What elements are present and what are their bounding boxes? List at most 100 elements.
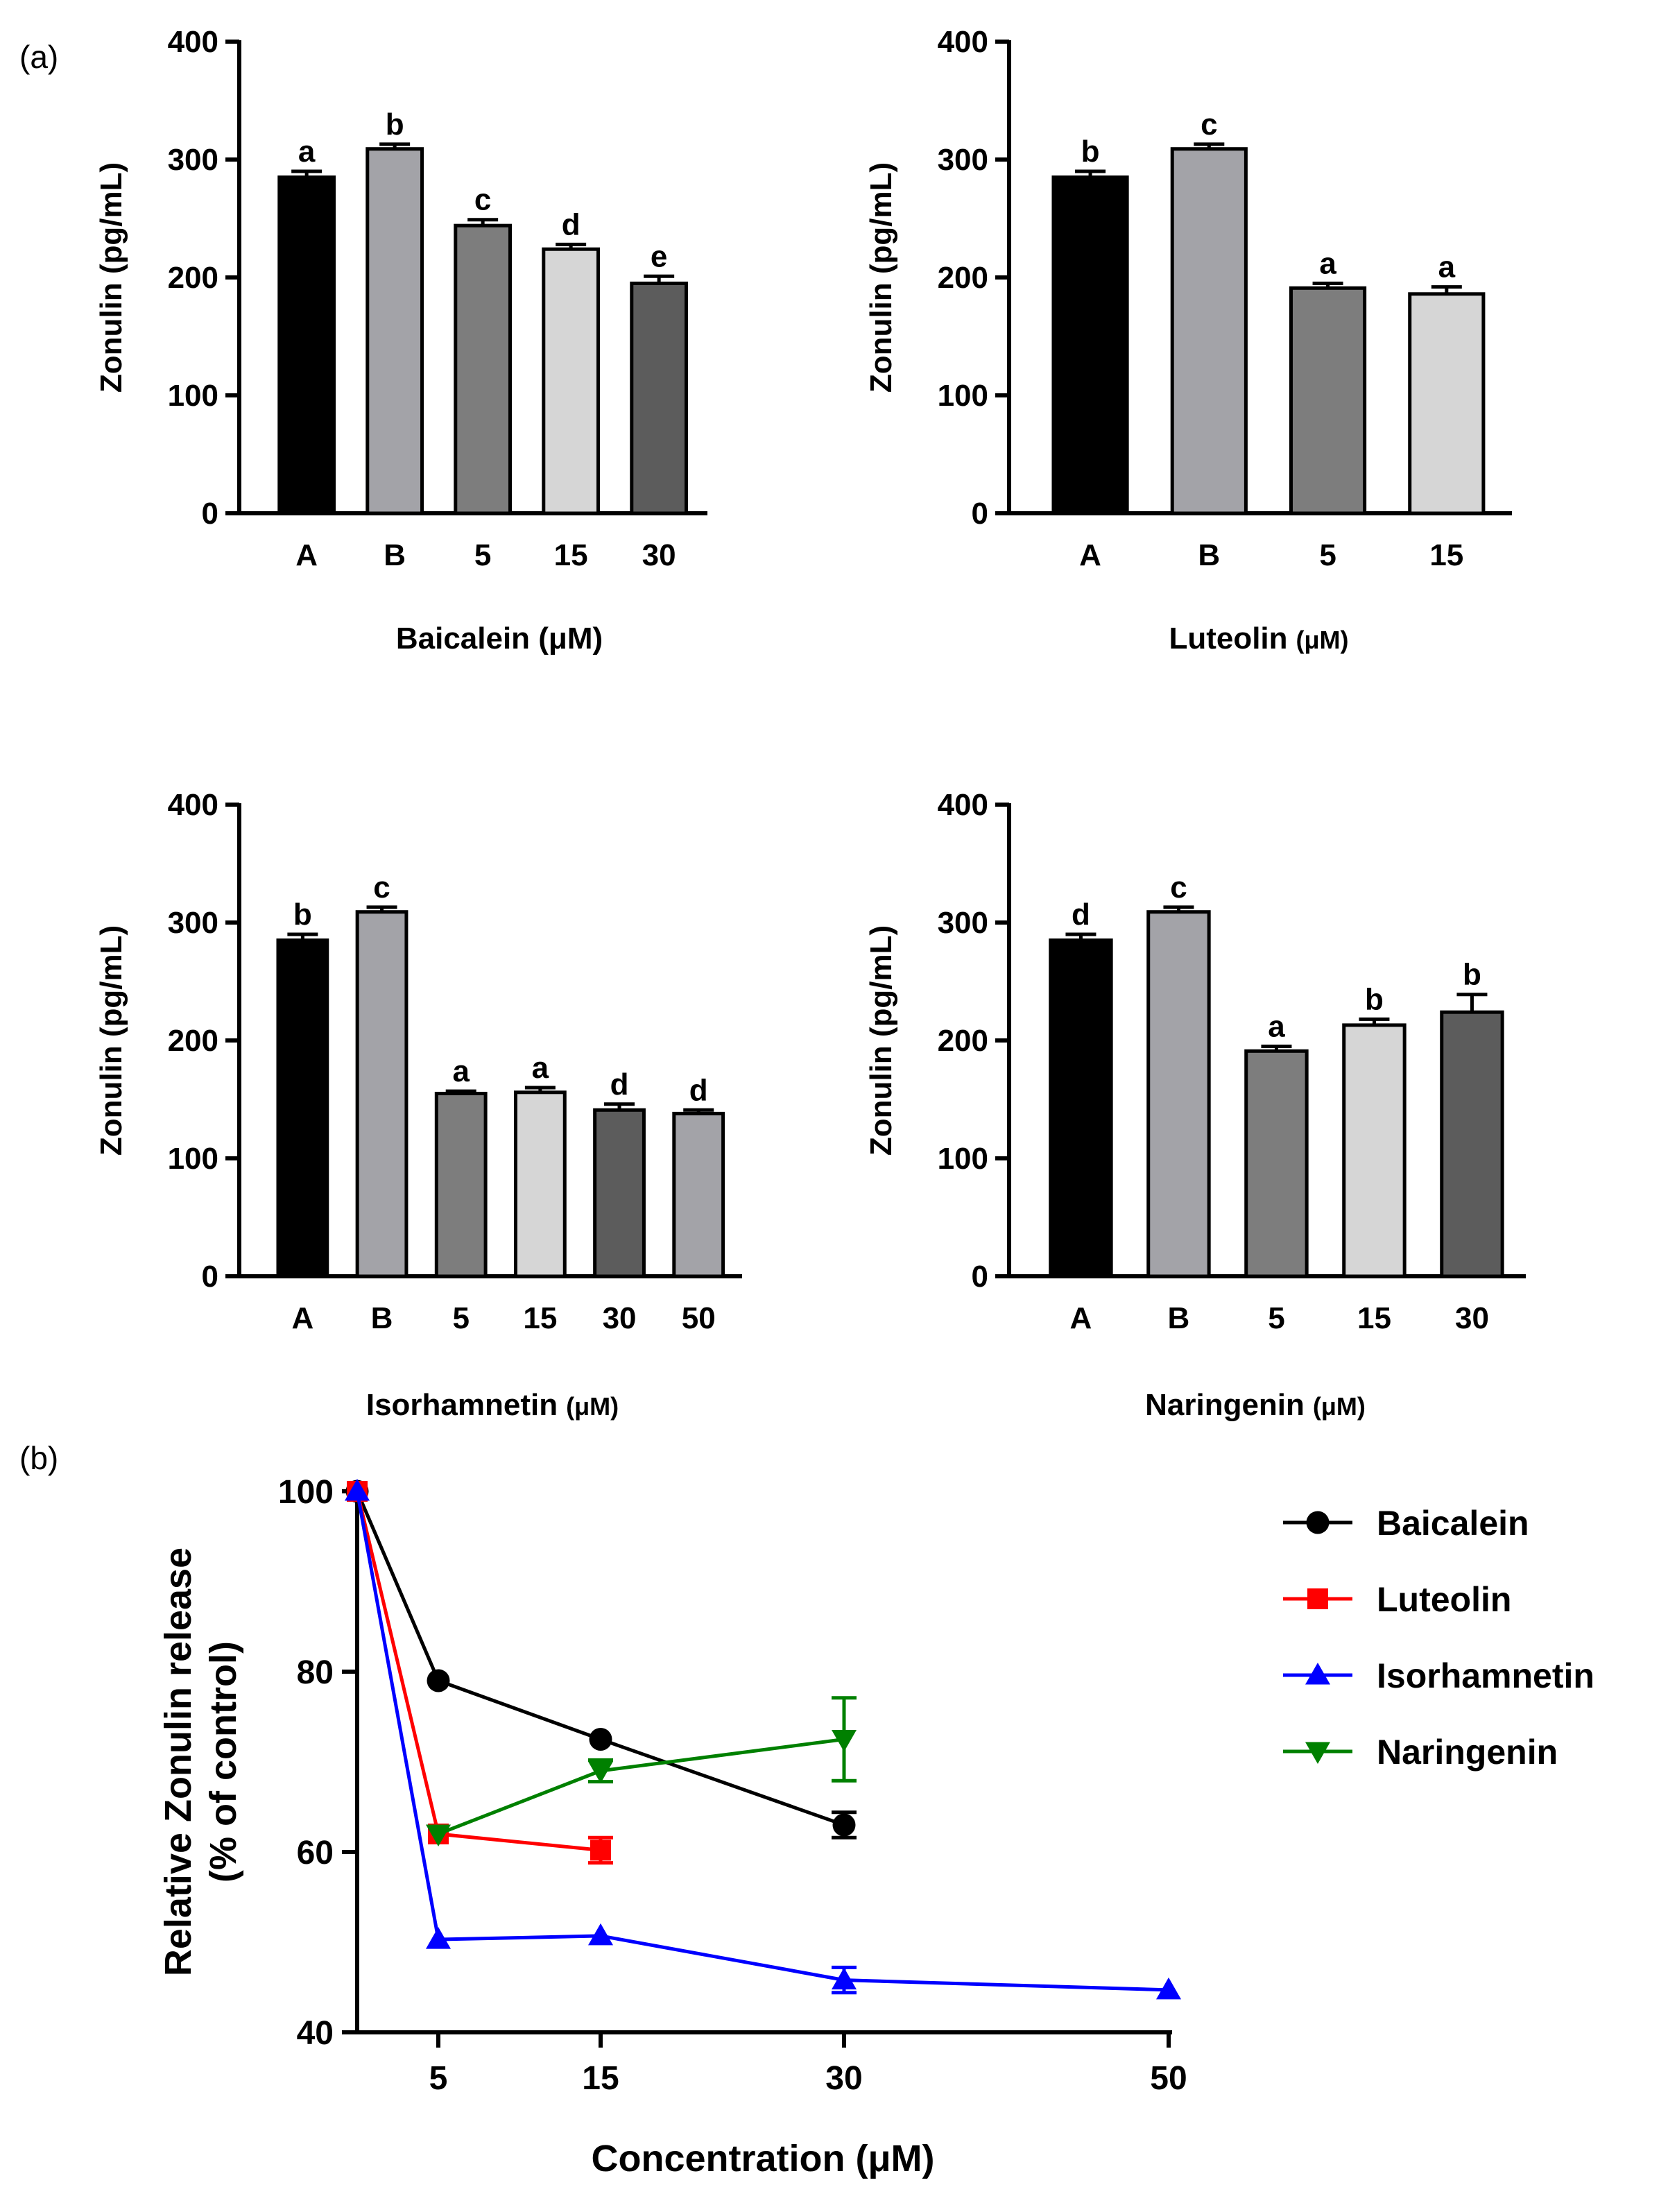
data-point-marker bbox=[427, 1669, 450, 1692]
legend-item-luteolin: Luteolin bbox=[1283, 1580, 1511, 1619]
data-point-marker bbox=[426, 1824, 451, 1846]
x-tick-label: 30 bbox=[825, 2060, 862, 2097]
bar bbox=[630, 282, 689, 515]
y-tick-label: 300 bbox=[938, 143, 988, 177]
x-axis-title-name: Baicalein (μM) bbox=[396, 621, 603, 655]
significance-label: c bbox=[373, 871, 390, 904]
y-tick-label: 400 bbox=[938, 25, 988, 59]
x-axis-title-unit: (μM) bbox=[1296, 626, 1349, 654]
series-luteolin bbox=[347, 1481, 613, 1865]
significance-label: c bbox=[1201, 108, 1217, 142]
series-line bbox=[355, 1491, 845, 1827]
series-naringenin bbox=[426, 1696, 857, 1846]
significance-label: b bbox=[386, 108, 404, 142]
y-tick-label: 0 bbox=[972, 497, 988, 531]
legend-item-naringenin: Naringenin bbox=[1283, 1733, 1558, 1772]
significance-label: d bbox=[562, 207, 580, 241]
x-axis-title: Naringenin (μM) bbox=[1145, 1388, 1366, 1422]
significance-label: a bbox=[452, 1054, 470, 1088]
x-tick-label: 30 bbox=[1455, 1301, 1489, 1335]
x-tick-label: 5 bbox=[429, 2060, 448, 2097]
legend-item-baicalein: Baicalein bbox=[1283, 1504, 1529, 1543]
significance-label: d bbox=[1072, 898, 1090, 932]
y-tick-label: 300 bbox=[168, 143, 218, 177]
data-point-marker bbox=[588, 1761, 613, 1783]
x-tick-label: 50 bbox=[682, 1301, 716, 1335]
legend-item-isorhamnetin: Isorhamnetin bbox=[1283, 1656, 1594, 1695]
panel-label-a: (a) bbox=[19, 39, 58, 75]
y-tick-label: 200 bbox=[938, 1024, 988, 1058]
y-tick-label: 60 bbox=[297, 1835, 334, 1871]
y-tick-label: 100 bbox=[938, 379, 988, 413]
legend: Baicalein Luteolin Isorhamnetin Naringenin bbox=[1283, 1504, 1594, 1772]
series-line bbox=[355, 1491, 1169, 1992]
bar bbox=[366, 147, 424, 515]
bar bbox=[454, 223, 513, 515]
x-tick-label: 15 bbox=[554, 538, 588, 572]
panel-label-b: (b) bbox=[19, 1440, 58, 1476]
series-line bbox=[355, 1491, 601, 1852]
bar bbox=[1342, 1023, 1407, 1278]
x-tick-label: 50 bbox=[1150, 2060, 1187, 2097]
bar bbox=[277, 175, 336, 515]
y-tick-label: 200 bbox=[168, 261, 218, 295]
y-tick-label: 0 bbox=[202, 497, 218, 531]
y-axis-title: Zonulin (pg/mL) bbox=[94, 162, 128, 393]
bar bbox=[1051, 175, 1129, 515]
significance-label: b bbox=[293, 898, 312, 932]
bar bbox=[542, 247, 601, 515]
bar-chart-isorhamnetin: 0 100 200 300 400 Zonulin (pg/mL) b Ac Ba 5 a 15 d 30… bbox=[94, 788, 742, 1422]
x-tick-label: A bbox=[1079, 538, 1101, 572]
x-tick-label: 15 bbox=[1357, 1301, 1391, 1335]
x-axis-title: Concentration (μM) bbox=[592, 2138, 935, 2179]
y-tick-label: 100 bbox=[168, 379, 218, 413]
significance-label: a bbox=[1438, 250, 1456, 284]
y-tick-label: 300 bbox=[168, 906, 218, 940]
bar bbox=[1289, 286, 1367, 515]
data-point-marker bbox=[588, 1923, 613, 1946]
x-tick-label: 5 bbox=[474, 538, 491, 572]
significance-label: b bbox=[1365, 982, 1384, 1016]
bar-chart-baicalein: 0 100 200 300 400 Zonulin (pg/mL) a Ab Bc 5 d 15 e 30… bbox=[94, 25, 707, 655]
significance-label: a bbox=[298, 135, 316, 169]
legend-label: Naringenin bbox=[1377, 1733, 1558, 1772]
bar bbox=[1146, 910, 1211, 1278]
bar bbox=[276, 938, 329, 1278]
x-axis-title: Isorhamnetin (μM) bbox=[366, 1388, 619, 1422]
bar-chart-luteolin: 0 100 200 300 400 Zonulin (pg/mL) b Ac Ba 5 a 15 Lut… bbox=[864, 25, 1512, 655]
bar bbox=[355, 910, 409, 1278]
bar bbox=[1408, 292, 1486, 515]
bar bbox=[672, 1111, 725, 1278]
y-tick-label: 300 bbox=[938, 906, 988, 940]
x-axis-title-unit: (μM) bbox=[1313, 1392, 1366, 1421]
data-point-marker bbox=[1305, 1663, 1330, 1685]
significance-label: e bbox=[651, 239, 667, 273]
x-tick-label: A bbox=[1070, 1301, 1092, 1335]
y-tick-label: 100 bbox=[168, 1142, 218, 1176]
y-tick-label: 0 bbox=[202, 1260, 218, 1294]
series-isorhamnetin bbox=[345, 1479, 1181, 2000]
bar bbox=[593, 1108, 646, 1278]
y-tick-label: 200 bbox=[938, 261, 988, 295]
significance-label: b bbox=[1463, 958, 1481, 992]
data-point-marker bbox=[1307, 1588, 1328, 1609]
significance-label: b bbox=[1081, 135, 1100, 169]
legend-label: Baicalein bbox=[1377, 1504, 1529, 1543]
x-tick-label: 15 bbox=[582, 2060, 619, 2097]
y-tick-label: 100 bbox=[278, 1474, 334, 1511]
y-tick-label: 40 bbox=[297, 2015, 334, 2052]
x-tick-label: 30 bbox=[603, 1301, 637, 1335]
y-axis-title: Zonulin (pg/mL) bbox=[864, 162, 898, 393]
x-axis-title-name: Luteolin bbox=[1169, 621, 1287, 655]
x-tick-label: B bbox=[1198, 538, 1220, 572]
data-point-marker bbox=[590, 1840, 611, 1861]
bar bbox=[434, 1092, 488, 1278]
series-baicalein bbox=[345, 1480, 857, 1840]
significance-label: c bbox=[474, 183, 491, 217]
data-point-marker bbox=[1156, 1977, 1181, 2000]
y-tick-label: 0 bbox=[972, 1260, 988, 1294]
x-axis-title: Luteolin (μM) bbox=[1169, 621, 1348, 655]
y-axis-title: Zonulin (pg/mL) bbox=[94, 925, 128, 1156]
data-point-marker bbox=[832, 1730, 857, 1752]
